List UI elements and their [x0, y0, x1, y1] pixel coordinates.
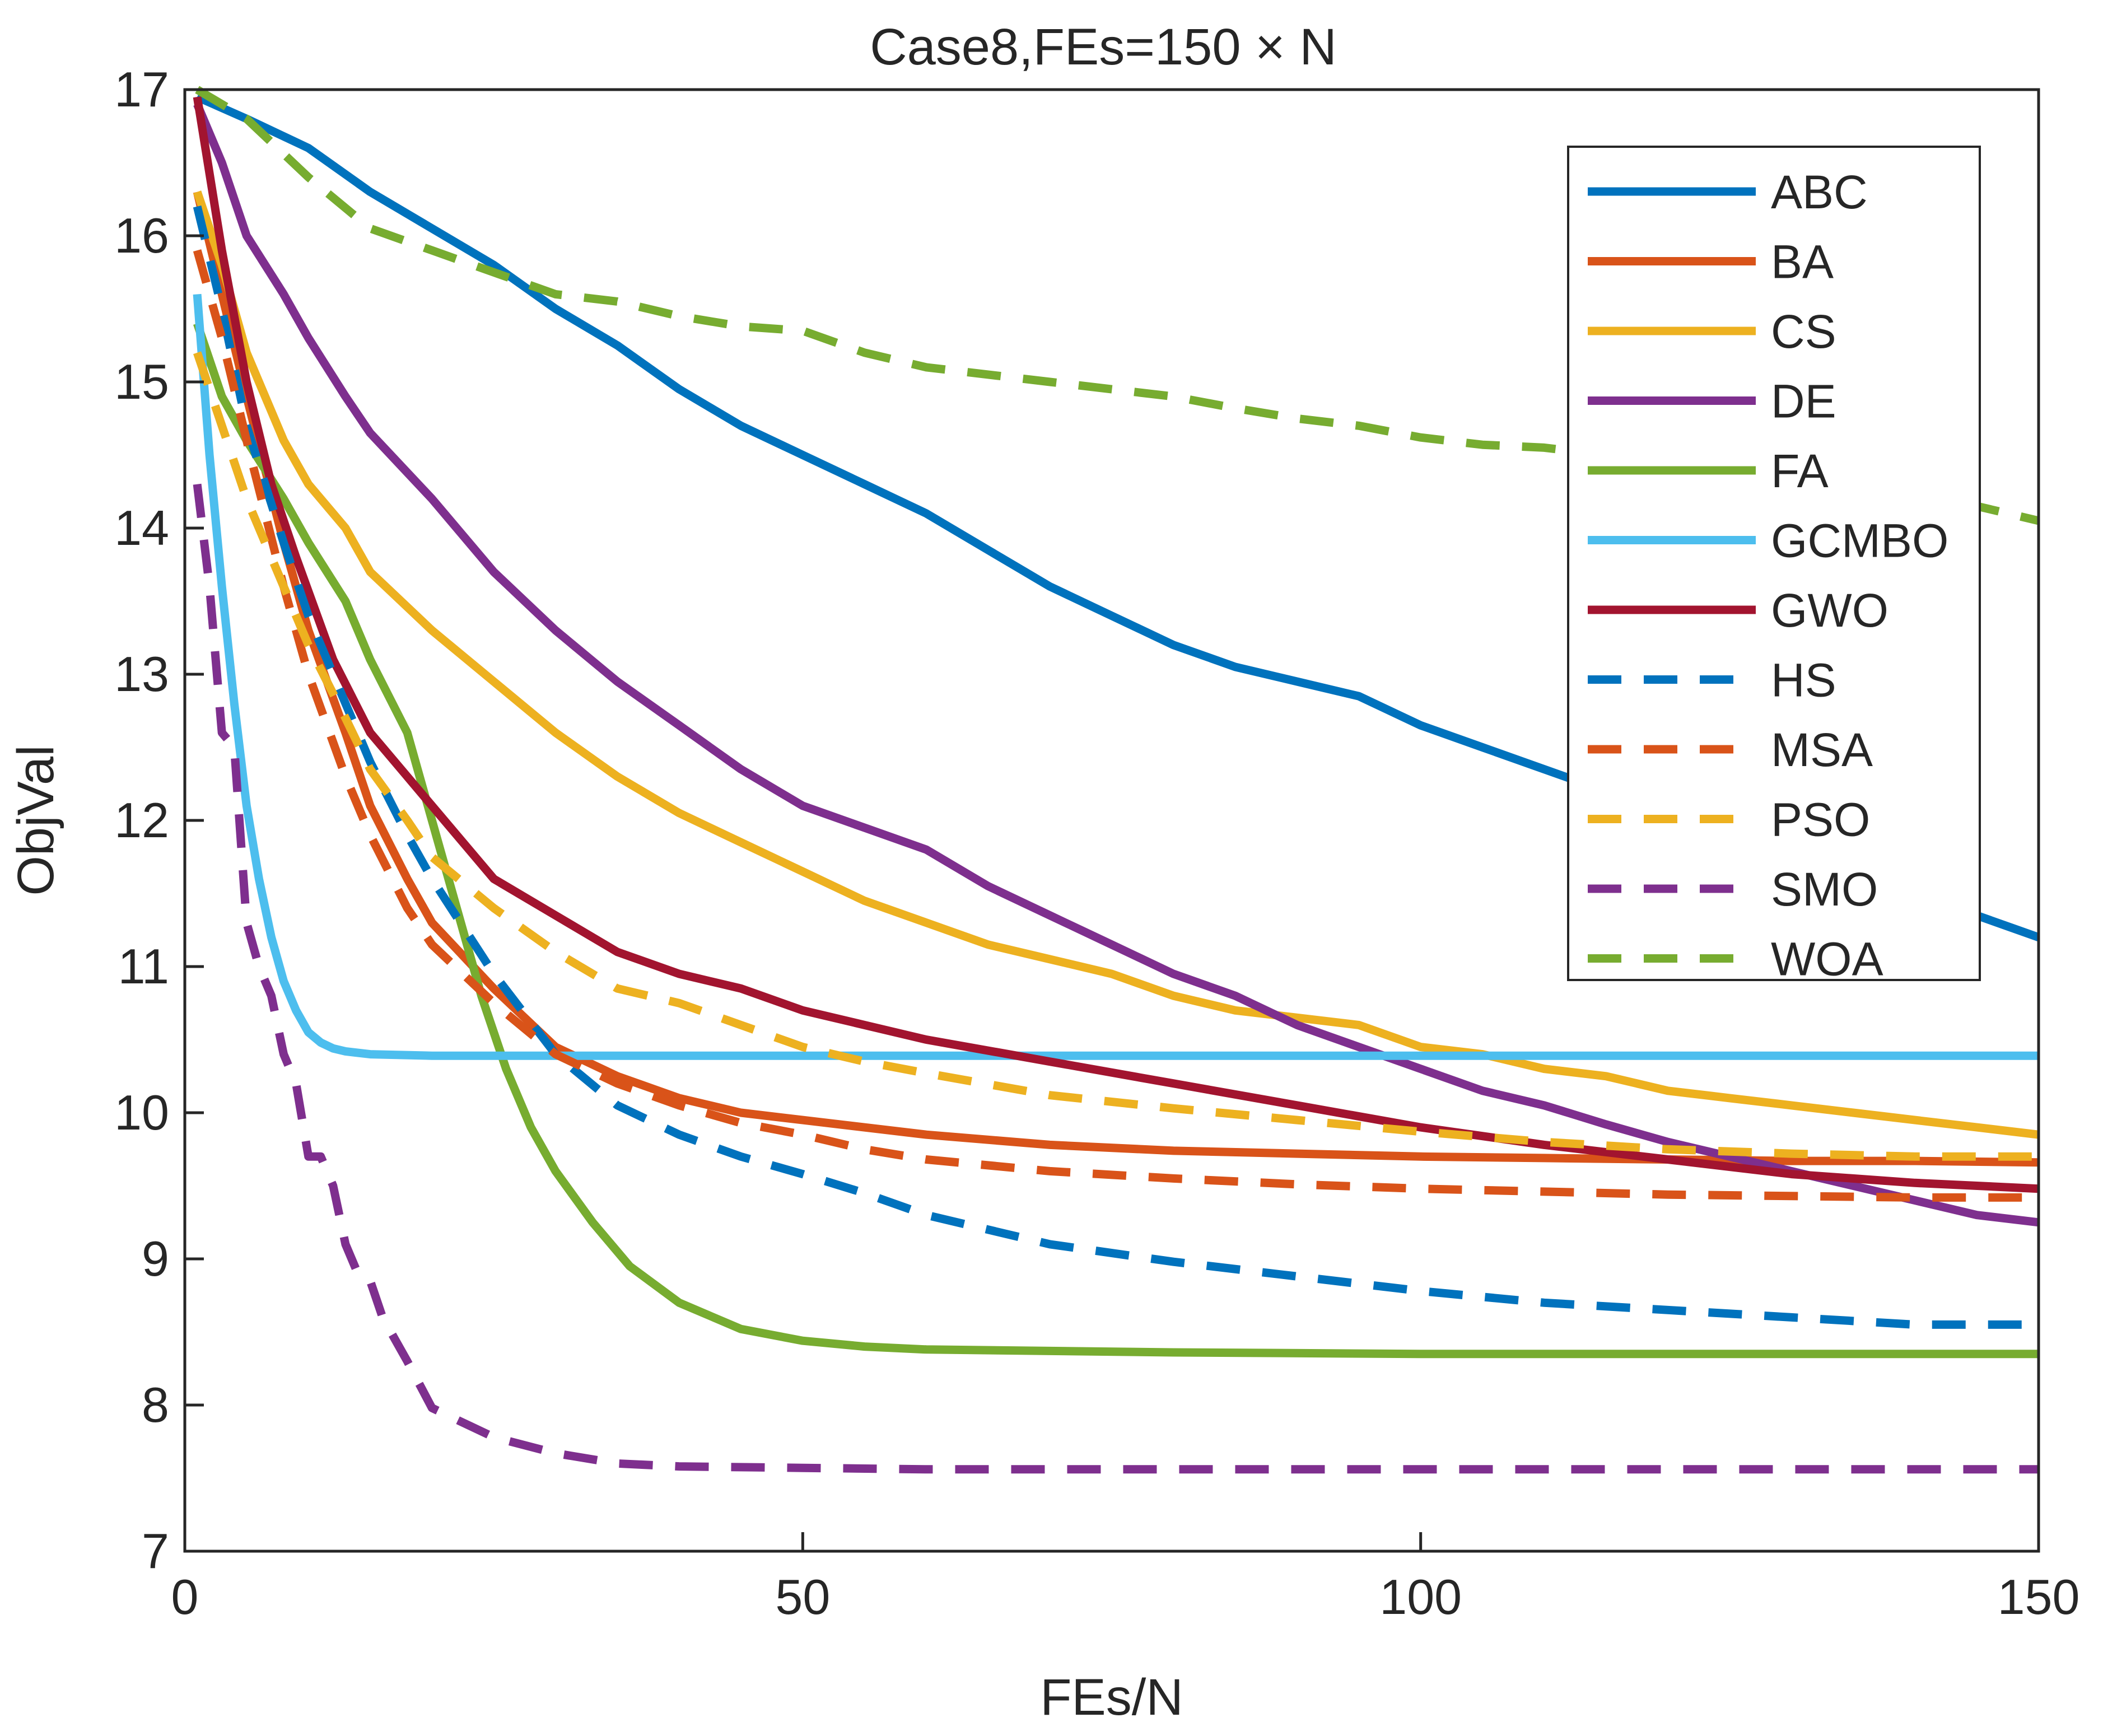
- x-tick-label: 100: [1379, 1569, 1462, 1625]
- legend-label-woa: WOA: [1771, 933, 1883, 986]
- y-tick-label: 7: [142, 1523, 169, 1579]
- legend-label-smo: SMO: [1771, 863, 1878, 916]
- legend: ABC BA CS DE FA GCMBO GWO HS MSA PSO SMO WOA: [1567, 146, 1981, 986]
- y-tick-label: 12: [114, 792, 169, 848]
- y-tick-label: 14: [114, 500, 169, 556]
- y-tick-label: 9: [142, 1231, 169, 1286]
- y-tick-label: 11: [118, 939, 169, 994]
- legend-label-pso: PSO: [1771, 794, 1870, 846]
- series-line-cs: [193, 190, 2039, 1139]
- series-line-ba: [193, 190, 2039, 1167]
- x-tick-label: 150: [1998, 1569, 2080, 1625]
- y-tick-label: 10: [114, 1085, 169, 1140]
- axis-ticks: 0 50 100 150 7 8 9 10 11 12 13 14 15 16 17: [114, 62, 2079, 1625]
- y-tick-label: 8: [142, 1377, 169, 1432]
- series-line-msa: [193, 249, 2039, 1202]
- legend-label-gwo: GWO: [1771, 584, 1888, 637]
- legend-box: [1567, 146, 1981, 981]
- legend-label-ba: BA: [1771, 236, 1834, 288]
- series-line-pso: [193, 351, 2039, 1161]
- chart-title: Case8,FEs=150 × N: [870, 18, 1337, 76]
- y-tick-label: 15: [114, 354, 169, 409]
- x-tick-label: 0: [171, 1569, 199, 1625]
- series-line-fa: [193, 322, 2039, 1359]
- x-axis-label: FEs/N: [1040, 1669, 1183, 1726]
- legend-label-msa: MSA: [1771, 724, 1873, 776]
- y-axis-label: ObjVal: [7, 745, 64, 895]
- legend-label-abc: ABC: [1771, 166, 1868, 218]
- y-tick-label: 17: [114, 62, 169, 117]
- y-tick-label: 13: [114, 646, 169, 702]
- series-line-woa: [195, 86, 2040, 525]
- series-line-de: [193, 102, 2039, 1227]
- legend-label-cs: CS: [1771, 305, 1836, 358]
- series-line-smo: [193, 483, 2039, 1474]
- plot-series: [193, 86, 2040, 1474]
- legend-label-de: DE: [1771, 375, 1836, 428]
- x-tick-label: 50: [775, 1569, 830, 1625]
- y-tick-label: 16: [114, 208, 169, 263]
- legend-label-fa: FA: [1771, 445, 1829, 497]
- legend-label-hs: HS: [1771, 654, 1836, 707]
- legend-label-gcmbo: GCMBO: [1771, 515, 1948, 567]
